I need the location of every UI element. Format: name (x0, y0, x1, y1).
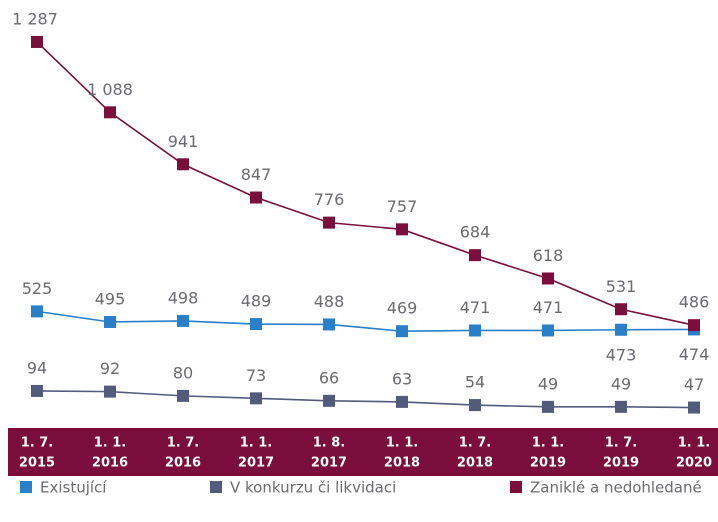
marker (688, 319, 700, 332)
marker (323, 394, 335, 407)
marker (104, 385, 116, 398)
data-label: 488 (314, 292, 345, 311)
marker (469, 399, 481, 412)
data-label: 531 (606, 277, 637, 296)
x-tick-label: 1. 1. (240, 436, 273, 451)
data-label: 473 (606, 345, 637, 364)
data-label: 495 (95, 289, 126, 308)
data-label: 49 (538, 374, 558, 393)
category-band (8, 428, 718, 476)
marker (323, 216, 335, 229)
x-tick-label: 1. 1. (532, 436, 565, 451)
x-tick-label: 1. 1. (678, 436, 711, 451)
legend-swatch (510, 481, 522, 493)
x-tick-label: 1. 7. (605, 436, 638, 451)
data-label: 498 (168, 288, 199, 307)
marker (688, 401, 700, 414)
data-label: 941 (168, 132, 199, 151)
marker (31, 305, 43, 318)
marker (396, 395, 408, 408)
marker (31, 35, 43, 48)
marker (31, 384, 43, 397)
marker (542, 324, 554, 337)
data-label: 73 (246, 366, 266, 385)
marker (250, 191, 262, 204)
marker (177, 158, 189, 171)
x-tick-label: 1. 1. (94, 436, 127, 451)
data-label: 63 (392, 369, 412, 388)
data-label: 1 287 (12, 9, 58, 28)
data-label: 618 (533, 246, 564, 265)
x-tick-label: 2018 (384, 456, 420, 471)
legend-swatch (20, 481, 32, 493)
data-label: 49 (611, 374, 631, 393)
marker (542, 272, 554, 285)
marker (396, 325, 408, 338)
data-label: 471 (533, 298, 564, 317)
marker (542, 400, 554, 413)
x-tick-label: 1. 7. (21, 436, 54, 451)
x-tick-label: 2017 (238, 456, 274, 471)
data-label: 847 (241, 165, 272, 184)
x-tick-label: 2015 (19, 456, 55, 471)
x-tick-label: 2017 (311, 456, 347, 471)
x-tick-label: 2019 (603, 456, 639, 471)
data-label: 525 (22, 279, 53, 298)
data-label: 1 088 (87, 80, 133, 99)
data-label: 776 (314, 190, 345, 209)
legend-label: Existující (40, 479, 107, 497)
data-label: 92 (100, 359, 120, 378)
data-label: 94 (27, 358, 47, 377)
marker (615, 400, 627, 413)
series-line (36, 390, 695, 409)
marker (615, 303, 627, 316)
data-label: 684 (460, 223, 491, 242)
series-line (36, 310, 695, 332)
marker (177, 314, 189, 327)
x-tick-label: 1. 8. (313, 436, 346, 451)
series-line (36, 41, 695, 326)
x-tick-label: 1. 7. (459, 436, 492, 451)
x-tick-label: 2019 (530, 456, 566, 471)
marker (104, 315, 116, 328)
legend-swatch (210, 481, 222, 493)
data-label: 80 (173, 363, 193, 382)
legend-label: Zaniklé a nedohledané (530, 479, 702, 497)
x-tick-label: 1. 7. (167, 436, 200, 451)
data-label: 471 (460, 298, 491, 317)
marker (323, 318, 335, 331)
x-tick-label: 1. 1. (386, 436, 419, 451)
marker (469, 249, 481, 262)
x-tick-label: 2016 (165, 456, 201, 471)
data-label: 489 (241, 292, 272, 311)
marker (104, 106, 116, 119)
x-tick-label: 2020 (676, 456, 712, 471)
marker (615, 323, 627, 336)
data-label: 47 (684, 375, 704, 394)
marker (250, 392, 262, 405)
data-label: 66 (319, 368, 339, 387)
marker (250, 318, 262, 331)
data-label: 54 (465, 373, 485, 392)
marker (469, 324, 481, 337)
x-tick-label: 2016 (92, 456, 128, 471)
legend-label: V konkurzu či likvidaci (230, 479, 396, 497)
data-label: 757 (387, 197, 418, 216)
data-label: 474 (679, 345, 710, 364)
data-label: 469 (387, 299, 418, 318)
data-label: 486 (679, 293, 710, 312)
marker (396, 223, 408, 236)
x-tick-label: 2018 (457, 456, 493, 471)
marker (177, 389, 189, 402)
